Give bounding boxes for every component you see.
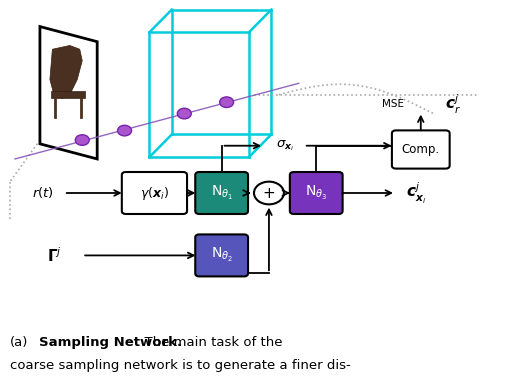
FancyBboxPatch shape: [195, 234, 248, 276]
Circle shape: [254, 182, 284, 204]
Text: Comp.: Comp.: [402, 143, 440, 156]
Polygon shape: [51, 91, 85, 98]
Text: $\mathrm{N}_{\theta_3}$: $\mathrm{N}_{\theta_3}$: [305, 184, 327, 202]
Text: $r(t)$: $r(t)$: [31, 186, 53, 200]
Polygon shape: [50, 46, 82, 98]
Text: $\gamma(\boldsymbol{x}_i)$: $\gamma(\boldsymbol{x}_i)$: [140, 185, 169, 201]
Text: $\mathrm{N}_{\theta_2}$: $\mathrm{N}_{\theta_2}$: [211, 246, 233, 264]
FancyBboxPatch shape: [195, 172, 248, 214]
Circle shape: [75, 135, 89, 146]
Text: (a): (a): [10, 336, 28, 349]
Circle shape: [219, 97, 234, 108]
Circle shape: [117, 125, 132, 136]
Text: $\boldsymbol{c}_{\boldsymbol{x}_i}^j$: $\boldsymbol{c}_{\boldsymbol{x}_i}^j$: [406, 181, 426, 205]
Text: $\sigma_{\boldsymbol{x}_i}$: $\sigma_{\boldsymbol{x}_i}$: [276, 139, 295, 153]
Text: $\mathrm{N}_{\theta_1}$: $\mathrm{N}_{\theta_1}$: [211, 184, 233, 202]
Text: MSE: MSE: [383, 99, 404, 109]
Circle shape: [177, 108, 192, 119]
FancyBboxPatch shape: [392, 130, 450, 169]
Text: Sampling Network.: Sampling Network.: [39, 336, 182, 349]
Text: $+$: $+$: [262, 186, 275, 200]
FancyBboxPatch shape: [290, 172, 342, 214]
Text: $\boldsymbol{c}_r^j$: $\boldsymbol{c}_r^j$: [445, 92, 461, 116]
FancyBboxPatch shape: [122, 172, 187, 214]
Text: coarse sampling network is to generate a finer dis-: coarse sampling network is to generate a…: [10, 359, 351, 372]
Text: $\boldsymbol{\Gamma}^j$: $\boldsymbol{\Gamma}^j$: [47, 246, 62, 265]
Polygon shape: [40, 27, 97, 159]
Text: The main task of the: The main task of the: [136, 336, 282, 349]
